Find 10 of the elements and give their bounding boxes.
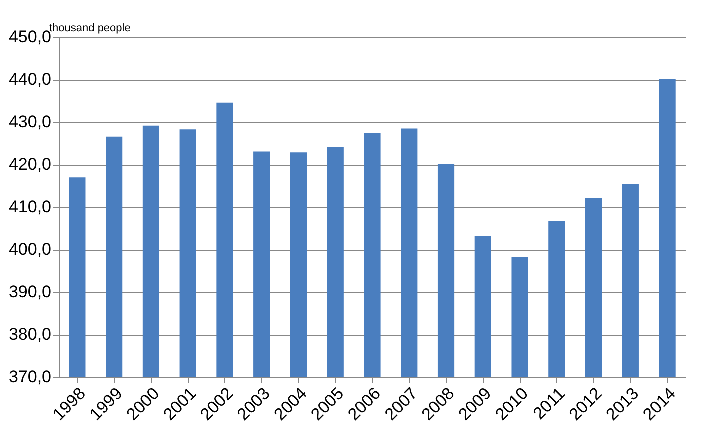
y-tick-label: 370,0: [8, 368, 52, 386]
y-tick-label: 420,0: [8, 155, 52, 174]
y-tick-label: 430,0: [8, 112, 52, 132]
y-tick-label: 450,0: [8, 28, 52, 46]
y-tick-label: 380,0: [8, 325, 52, 344]
y-tick-label: 400,0: [8, 240, 52, 259]
y-tick-label: 390,0: [8, 282, 52, 302]
y-tick-label: 440,0: [8, 70, 52, 89]
y-axis-title: thousand people: [50, 22, 131, 34]
y-tick-label: 410,0: [8, 198, 52, 216]
